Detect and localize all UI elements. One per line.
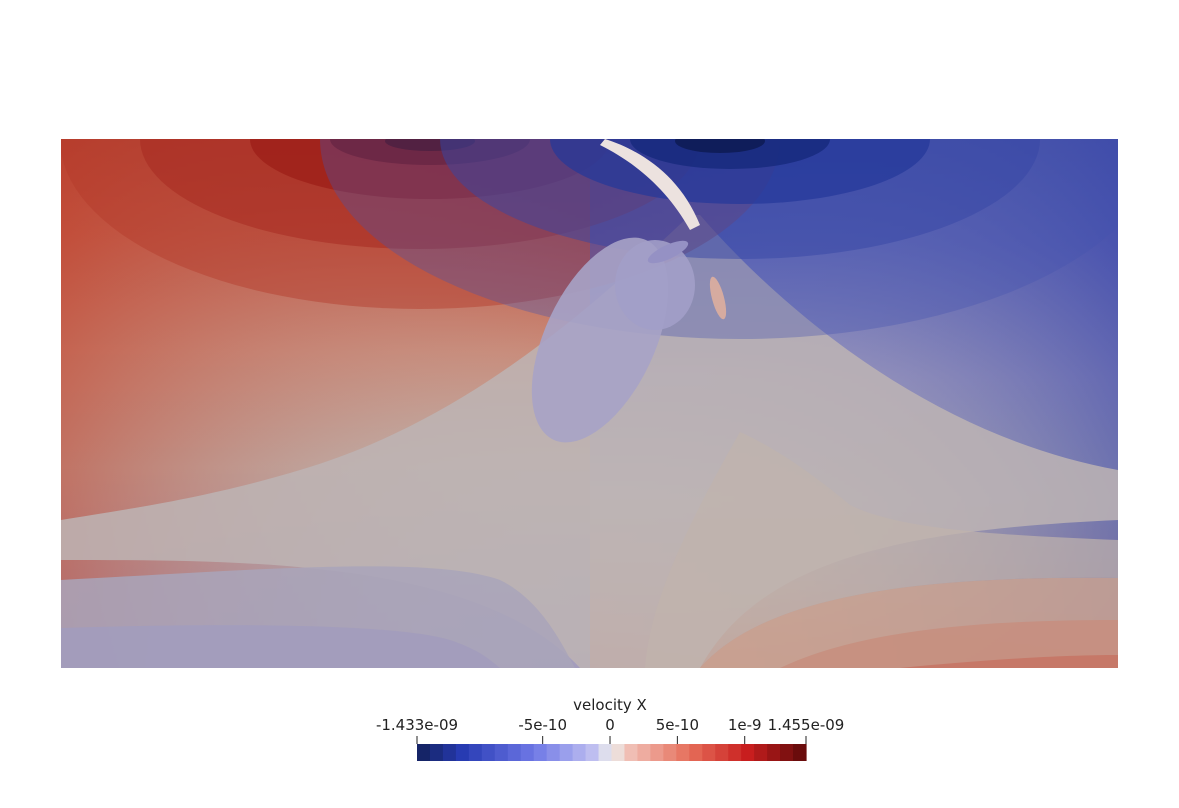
colorbar-band xyxy=(546,744,561,761)
colorbar-tick-label: 0 xyxy=(605,716,615,734)
colorbar-band xyxy=(455,744,470,761)
colorbar-band xyxy=(429,744,444,761)
colorbar-tick-label: -5e-10 xyxy=(518,716,567,734)
colorbar-tick-label: 1e-9 xyxy=(728,716,762,734)
colorbar-band xyxy=(624,744,639,761)
colorbar-ticks: -5e-10 0 5e-10 1e-9 xyxy=(416,716,807,744)
colorbar-band xyxy=(663,744,677,761)
colorbar-min-label: -1.433e-09 xyxy=(376,716,458,734)
colorbar-band xyxy=(767,744,781,761)
colorbar-band xyxy=(417,744,431,761)
colorbar-band xyxy=(442,744,457,761)
colorbar-tick-label: 5e-10 xyxy=(656,716,699,734)
colorbar-band xyxy=(468,744,483,761)
colorbar-band xyxy=(650,744,664,761)
colorbar-band xyxy=(585,744,600,761)
colorbar-band xyxy=(637,744,651,761)
colorbar-band xyxy=(715,744,729,761)
colorbar-max-label: 1.455e-09 xyxy=(768,716,845,734)
colorbar-band xyxy=(494,744,509,761)
colorbar-band xyxy=(572,744,587,761)
colorbar-band xyxy=(741,744,755,761)
colorbar-band xyxy=(507,744,522,761)
colorbar-band xyxy=(689,744,703,761)
colorbar-band xyxy=(559,744,574,761)
colorbar-title: velocity X xyxy=(573,696,647,714)
colorbar-band xyxy=(611,744,626,761)
colorbar-band xyxy=(533,744,548,761)
colorbar-band xyxy=(793,744,807,761)
contour-plot xyxy=(61,139,1118,668)
colorbar-bands xyxy=(417,744,807,761)
colorbar-band xyxy=(780,744,794,761)
colorbar-band xyxy=(598,744,613,761)
colorbar-band xyxy=(754,744,768,761)
colorbar-band xyxy=(702,744,716,761)
colorbar-band xyxy=(728,744,742,761)
colorbar-band xyxy=(676,744,690,761)
colorbar-band xyxy=(481,744,496,761)
colorbar-band xyxy=(520,744,535,761)
colorbar: velocity X -5e-10 0 5e-10 1e-9 -1.433e-09 1… xyxy=(376,696,844,761)
